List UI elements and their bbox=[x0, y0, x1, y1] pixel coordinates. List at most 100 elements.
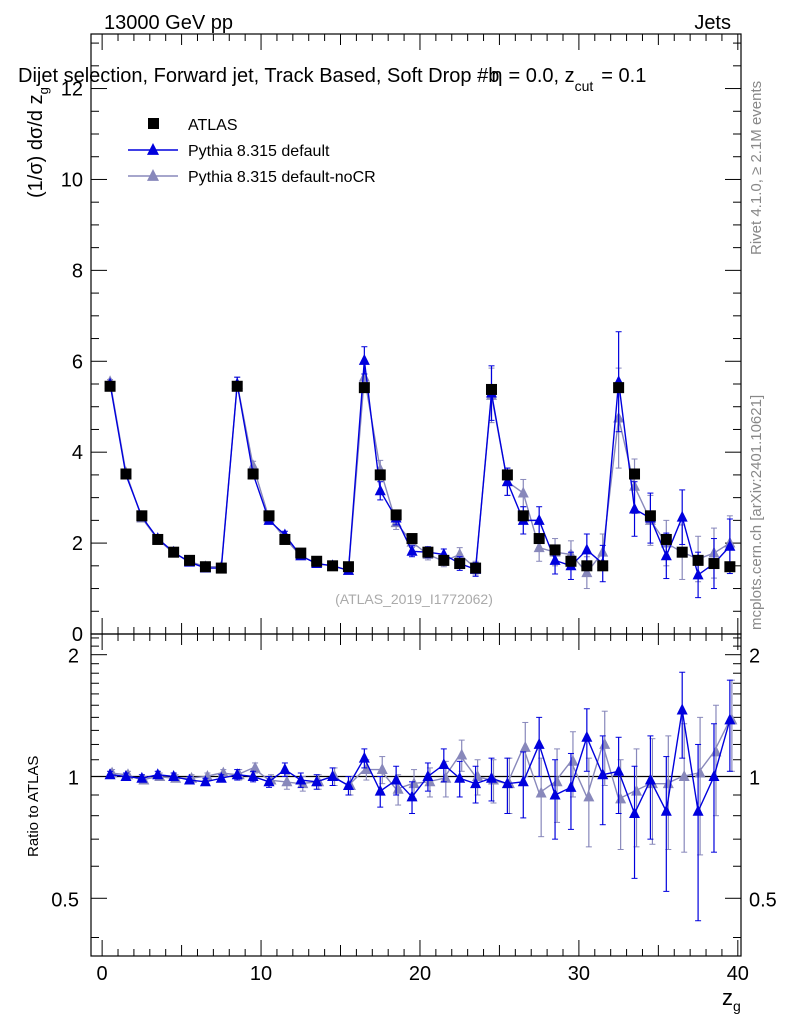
point-atlas bbox=[517, 510, 529, 522]
ratio-y-tick-label-right: 1 bbox=[749, 767, 760, 789]
ratio-point-default-nocr bbox=[599, 738, 611, 749]
point-atlas bbox=[644, 510, 656, 522]
ratio-point-default-nocr bbox=[631, 784, 643, 796]
point-default bbox=[549, 553, 561, 565]
ratio-point-default-nocr bbox=[392, 782, 404, 794]
point-atlas bbox=[660, 533, 672, 545]
ratio-point-default bbox=[549, 788, 561, 800]
ratio-point-default-nocr bbox=[456, 748, 468, 760]
x-tick-label: 10 bbox=[250, 963, 272, 985]
point-atlas bbox=[485, 383, 497, 395]
point-atlas bbox=[231, 380, 243, 392]
ratio-point-default-nocr bbox=[535, 786, 547, 798]
point-atlas bbox=[597, 560, 609, 572]
point-atlas bbox=[247, 468, 259, 480]
ratio-point-default-nocr bbox=[360, 763, 372, 775]
point-default-nocr bbox=[247, 459, 259, 471]
ratio-point-default-nocr bbox=[694, 766, 706, 778]
ratio-point-default bbox=[724, 713, 736, 725]
ratio-y-tick-label: 1 bbox=[68, 767, 79, 789]
main-plot-data bbox=[104, 331, 736, 599]
point-atlas bbox=[152, 533, 164, 545]
ratio-point-default bbox=[406, 790, 418, 802]
ratio-point-default bbox=[184, 773, 196, 785]
legend: ATLAS Pythia 8.315 default Pythia 8.315 de… bbox=[128, 117, 376, 186]
legend-marker-atlas bbox=[148, 118, 159, 129]
ratio-point-default bbox=[231, 768, 243, 780]
legend-marker bbox=[147, 142, 159, 155]
ratio-point-default bbox=[454, 771, 466, 783]
point-atlas bbox=[120, 468, 132, 480]
chart-title: Dijet selection, Forward jet, Track Base… bbox=[18, 65, 646, 94]
ratio-point-default-nocr bbox=[281, 775, 293, 787]
point-default bbox=[358, 353, 370, 365]
point-atlas bbox=[724, 561, 736, 573]
ratio-point-default bbox=[168, 770, 180, 781]
point-atlas bbox=[390, 509, 402, 521]
ratio-point-default-nocr bbox=[615, 792, 627, 804]
point-default bbox=[581, 543, 593, 555]
ratio-point-default bbox=[597, 768, 609, 780]
ratio-point-default bbox=[390, 773, 402, 785]
ratio-point-default-nocr bbox=[567, 754, 579, 766]
point-atlas bbox=[184, 554, 196, 566]
ratio-point-default bbox=[613, 764, 625, 776]
point-atlas bbox=[438, 554, 450, 566]
main-y-tick-label: 6 bbox=[72, 351, 83, 373]
ratio-point-default bbox=[327, 770, 339, 781]
legend-marker bbox=[147, 168, 159, 181]
point-default bbox=[724, 539, 736, 551]
ratio-point-default-nocr bbox=[551, 775, 563, 787]
point-atlas bbox=[581, 560, 593, 572]
point-atlas bbox=[422, 546, 434, 558]
point-default-nocr bbox=[517, 486, 529, 498]
point-default-nocr bbox=[581, 566, 593, 578]
ratio-point-default bbox=[263, 775, 275, 787]
ratio-point-default bbox=[374, 784, 386, 796]
point-default bbox=[533, 513, 545, 525]
point-default bbox=[692, 568, 704, 580]
ratio-point-default-nocr bbox=[583, 790, 595, 802]
main-y-tick-label: 2 bbox=[72, 533, 83, 555]
ratio-plot-data bbox=[104, 671, 738, 922]
ratio-y-tick-label: 2 bbox=[68, 646, 79, 668]
ratio-point-default bbox=[485, 771, 497, 783]
ratio-point-default bbox=[565, 780, 577, 792]
ratio-point-default bbox=[104, 768, 116, 780]
rivet-version-label: Rivet 4.1.0, ≥ 2.1M events bbox=[748, 81, 765, 255]
ratio-point-default-nocr bbox=[408, 777, 420, 789]
ratio-point-default bbox=[644, 773, 656, 785]
category-label: Jets bbox=[694, 12, 731, 34]
ratio-y-tick-label-right: 0.5 bbox=[749, 889, 777, 911]
point-atlas bbox=[374, 469, 386, 481]
ratio-point-default-nocr bbox=[662, 777, 674, 789]
ratio-axis-ticks: 0.5 0.51 12 20 10 20 30 40 bbox=[51, 634, 777, 985]
series-line-default bbox=[109, 360, 731, 577]
point-default-nocr bbox=[454, 548, 466, 559]
ratio-point-default bbox=[708, 770, 720, 781]
main-y-tick-label: 10 bbox=[61, 169, 83, 191]
ratio-y-axis-label: Ratio to ATLAS bbox=[25, 756, 42, 857]
ratio-point-default bbox=[342, 779, 354, 790]
point-atlas bbox=[311, 555, 323, 567]
x-tick-label: 0 bbox=[97, 963, 108, 985]
point-atlas bbox=[342, 561, 354, 573]
legend-label: ATLAS bbox=[188, 117, 238, 134]
ratio-point-default bbox=[152, 768, 164, 780]
ratio-point-default bbox=[358, 751, 370, 763]
point-atlas bbox=[263, 510, 275, 522]
point-default-nocr bbox=[533, 541, 545, 553]
point-atlas bbox=[676, 546, 688, 558]
ratio-y-tick-label: 0.5 bbox=[51, 889, 79, 911]
main-y-tick-label: 0 bbox=[72, 624, 83, 646]
point-atlas bbox=[549, 544, 561, 556]
ratio-point-default-nocr bbox=[678, 770, 690, 781]
ratio-point-default-nocr bbox=[376, 763, 388, 775]
ratio-point-default bbox=[422, 770, 434, 781]
ratio-point-default bbox=[692, 804, 704, 816]
ratio-point-default bbox=[533, 738, 545, 749]
main-y-tick-label: 8 bbox=[72, 260, 83, 282]
point-atlas bbox=[279, 533, 291, 545]
ratio-point-default bbox=[629, 807, 641, 818]
ratio-point-default bbox=[247, 770, 259, 781]
